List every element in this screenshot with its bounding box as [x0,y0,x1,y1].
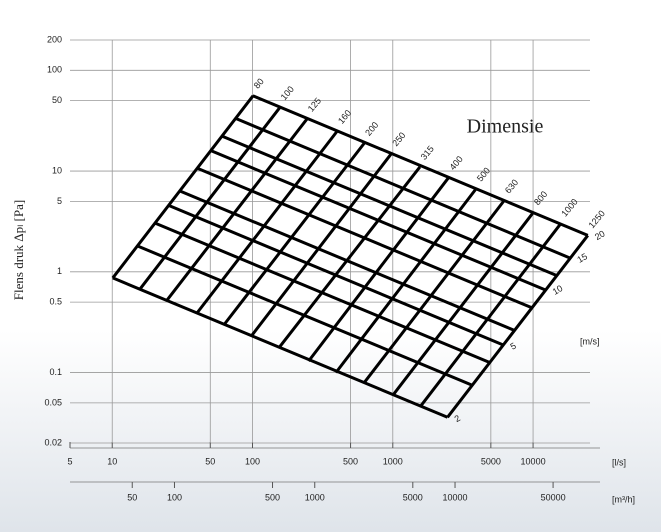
diameter-line [165,117,309,302]
x-tick-label: 1000 [383,456,403,466]
diameter-label: 315 [419,144,436,162]
x-tick-label: 500 [343,456,358,466]
y-tick-label: 0.02 [44,437,62,447]
y-axis-label: Flens druk Δpₗ [Pa] [11,200,26,300]
velocity-line [252,94,589,237]
x2-tick-label: 500 [265,492,280,502]
diameter-label: 80 [252,76,266,90]
velocity-line [221,134,558,277]
velocity-label: 15 [575,251,589,265]
diameter-label: 100 [279,84,296,102]
diameter-line [223,142,366,326]
x2-tick-label: 1000 [305,492,325,502]
x-tick-label: 10000 [521,456,546,466]
diameter-line [362,199,506,384]
x-axis-unit: [l/s] [612,457,626,467]
background [0,330,661,532]
diameter-label: 400 [448,154,465,172]
x-tick-label: 50 [205,456,215,466]
y-tick-label: 100 [47,65,62,75]
diameter-label: 200 [363,120,380,138]
y-tick-label: 0.05 [44,397,62,407]
velocity-line [136,244,473,387]
diameter-label: 1250 [586,208,607,230]
velocity-line [154,221,491,364]
x-tick-label: 5 [67,456,72,466]
x2-tick-label: 5000 [403,492,423,502]
y-tick-label: 1 [57,266,62,276]
x-tick-label: 5000 [481,456,501,466]
velocity-line [196,166,533,310]
velocity-unit: [m/s] [580,336,600,346]
x2-tick-label: 10000 [443,492,468,502]
y-tick-label: 10 [52,165,62,175]
x2-tick-label: 50 [127,492,137,502]
velocity-label: 5 [509,341,518,352]
diameter-label: 500 [475,165,492,183]
y-tick-label: 0.5 [49,297,62,307]
x2-tick-label: 100 [167,492,182,502]
x-tick-label: 10 [107,456,117,466]
velocity-line [167,203,504,347]
diameter-line [111,94,255,279]
diameter-line [138,106,282,291]
diameter-label: 630 [503,177,520,195]
velocity-label: 10 [551,283,565,297]
velocity-line [234,116,571,260]
diameter-line [195,130,339,314]
diameter-line [334,187,478,374]
velocity-line [179,189,515,332]
x-tick-label: 100 [245,456,260,466]
chart-title: Dimensie [467,116,544,138]
x2-axis-unit: [m³/h] [612,494,635,504]
diameter-label: 1000 [559,197,580,219]
velocity-line [210,149,547,292]
diameter-line [278,165,422,348]
velocity-line [112,276,449,419]
diameter-label: 800 [532,189,549,207]
diameter-line [250,152,393,338]
diameter-line [391,211,535,396]
diameter-line [419,222,562,408]
velocity-label: 2 [453,413,462,424]
x2-tick-label: 50000 [541,492,566,502]
diameter-label: 125 [306,96,323,114]
y-tick-label: 5 [57,196,62,206]
diameter-line [446,234,589,419]
y-tick-label: 50 [52,95,62,105]
velocity-label: 20 [593,229,607,243]
diameter-line [307,176,451,363]
y-tick-label: 200 [47,34,62,44]
y-tick-label: 0.1 [49,367,62,377]
